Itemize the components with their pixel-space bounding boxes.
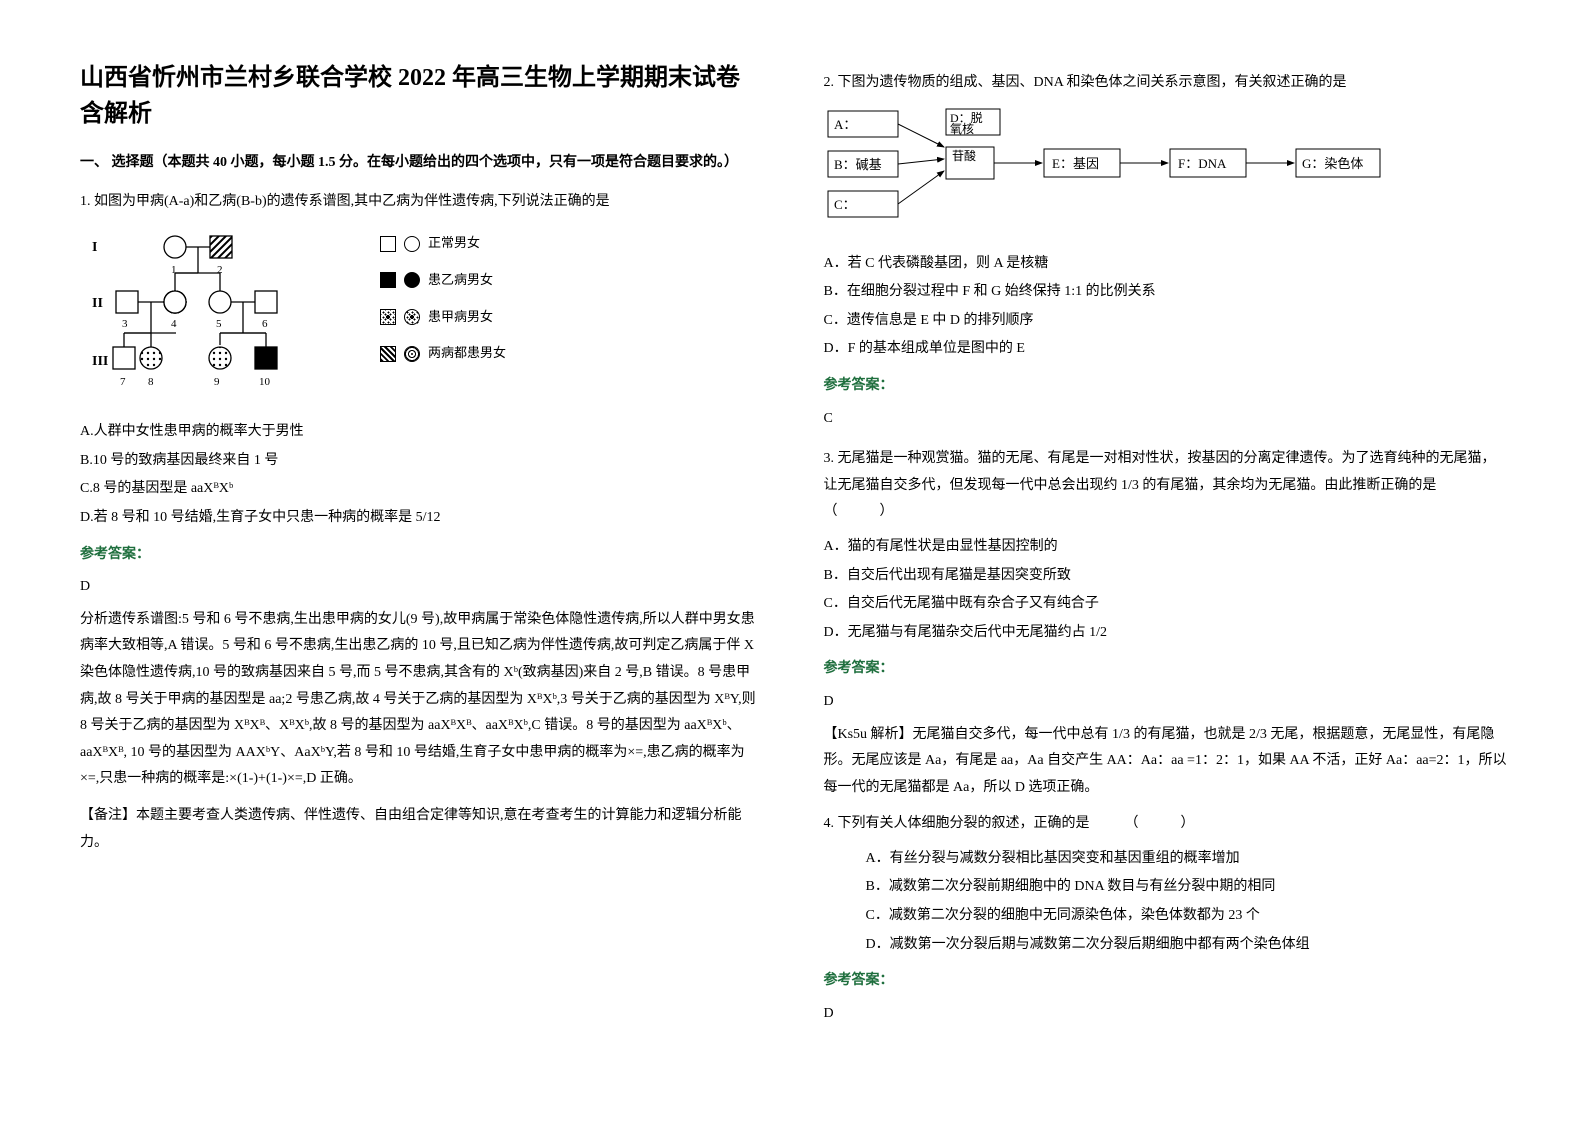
q4-stem: 4. 下列有关人体细胞分裂的叙述，正确的是 （ ） <box>824 811 1508 838</box>
q3-answer-label: 参考答案： <box>824 656 1508 683</box>
svg-text:8: 8 <box>148 376 154 388</box>
right-column: 2. 下图为遗传物质的组成、基因、DNA 和染色体之间关系示意图，有关叙述正确的… <box>824 60 1508 1062</box>
svg-text:9: 9 <box>214 376 220 388</box>
pedigree-svg: I 1 2 II <box>80 225 340 405</box>
svg-text:F：DNA: F：DNA <box>1178 156 1227 171</box>
legend-circle-dot-icon <box>404 309 420 325</box>
svg-text:II: II <box>92 296 103 311</box>
q2-answer-label: 参考答案： <box>824 373 1508 400</box>
q3-answer: D <box>824 689 1508 716</box>
svg-text:A：: A： <box>834 117 856 132</box>
svg-text:G：染色体: G：染色体 <box>1302 156 1363 171</box>
legend-square-fill-icon <box>380 272 396 288</box>
q1-figure: I 1 2 II <box>80 225 764 405</box>
q1-note: 【备注】本题主要考查人类遗传病、伴性遗传、自由组合定律等知识,意在考查考生的计算… <box>80 803 764 856</box>
legend-square-open-icon <box>380 236 396 252</box>
gen-label-1: I <box>92 240 97 255</box>
svg-text:4: 4 <box>171 318 177 330</box>
q4-answer-label: 参考答案： <box>824 968 1508 995</box>
q1-opt-b: B.10 号的致病基因最终来自 1 号 <box>80 448 764 475</box>
legend-row: 患甲病男女 <box>380 305 506 330</box>
svg-text:C：: C： <box>834 197 856 212</box>
q1-answer: D <box>80 574 764 601</box>
legend-row: 正常男女 <box>380 231 506 256</box>
svg-text:E：基因: E：基因 <box>1052 156 1099 171</box>
q2-opt-b: B．在细胞分裂过程中 F 和 G 始终保持 1:1 的比例关系 <box>824 279 1508 306</box>
legend-label: 患乙病男女 <box>428 268 493 293</box>
svg-text:1: 1 <box>171 264 177 276</box>
svg-text:10: 10 <box>259 376 271 388</box>
q2-opt-d: D．F 的基本组成单位是图中的 E <box>824 336 1508 363</box>
svg-text:6: 6 <box>262 318 268 330</box>
q3-stem: 3. 无尾猫是一种观赏猫。猫的无尾、有尾是一对相对性状，按基因的分离定律遗传。为… <box>824 446 1508 526</box>
svg-text:7: 7 <box>120 376 126 388</box>
legend-label: 正常男女 <box>428 231 480 256</box>
section-1-head: 一、 选择题（本题共 40 小题，每小题 1.5 分。在每小题给出的四个选项中，… <box>80 150 764 177</box>
q1-analysis: 分析遗传系谱图:5 号和 6 号不患病,生出患甲病的女儿(9 号),故甲病属于常… <box>80 607 764 793</box>
legend-circle-swirl-icon <box>404 346 420 362</box>
svg-text:3: 3 <box>122 318 128 330</box>
left-column: 山西省忻州市兰村乡联合学校 2022 年高三生物上学期期末试卷含解析 一、 选择… <box>80 60 764 1062</box>
q2-opt-c: C．遗传信息是 E 中 D 的排列顺序 <box>824 308 1508 335</box>
q1-opt-c: C.8 号的基因型是 aaXᴮXᵇ <box>80 476 764 503</box>
q1-stem: 1. 如图为甲病(A-a)和乙病(B-b)的遗传系谱图,其中乙病为伴性遗传病,下… <box>80 189 764 216</box>
q4-answer: D <box>824 1001 1508 1028</box>
q2-answer: C <box>824 406 1508 433</box>
q2-stem: 2. 下图为遗传物质的组成、基因、DNA 和染色体之间关系示意图，有关叙述正确的… <box>824 70 1508 97</box>
q4-opt-a: A．有丝分裂与减数分裂相比基因突变和基因重组的概率增加 <box>824 846 1508 873</box>
q3-opt-c: C．自交后代无尾猫中既有杂合子又有纯合子 <box>824 591 1508 618</box>
q1-opt-a: A.人群中女性患甲病的概率大于男性 <box>80 419 764 446</box>
q4-options: A．有丝分裂与减数分裂相比基因突变和基因重组的概率增加 B．减数第二次分裂前期细… <box>824 846 1508 958</box>
q3-opt-a: A．猫的有尾性状是由显性基因控制的 <box>824 534 1508 561</box>
q2-figure: A： B：碱基 C： D：脱 氧核 苷酸 E：基因 F：DNA G <box>824 107 1508 237</box>
q1-opt-d: D.若 8 号和 10 号结婚,生育子女中只患一种病的概率是 5/12 <box>80 505 764 532</box>
pedigree-legend: 正常男女 患乙病男女 患甲病男女 两病都患男女 <box>380 225 506 366</box>
svg-text:III: III <box>92 354 108 369</box>
svg-text:氧核: 氧核 <box>950 122 974 136</box>
q3-opt-b: B．自交后代出现有尾猫是基因突变所致 <box>824 563 1508 590</box>
legend-label: 患甲病男女 <box>428 305 493 330</box>
q3-analysis: 【Ks5u 解析】无尾猫自交多代，每一代中总有 1/3 的有尾猫，也就是 2/3… <box>824 722 1508 802</box>
concept-svg: A： B：碱基 C： D：脱 氧核 苷酸 E：基因 F：DNA G <box>824 107 1384 237</box>
legend-square-dot-icon <box>380 309 396 325</box>
page-title: 山西省忻州市兰村乡联合学校 2022 年高三生物上学期期末试卷含解析 <box>80 60 764 132</box>
q4-opt-b: B．减数第二次分裂前期细胞中的 DNA 数目与有丝分裂中期的相同 <box>824 874 1508 901</box>
svg-text:苷酸: 苷酸 <box>952 148 976 163</box>
legend-row: 两病都患男女 <box>380 341 506 366</box>
legend-square-hatch-icon <box>380 346 396 362</box>
legend-row: 患乙病男女 <box>380 268 506 293</box>
q4-opt-d: D．减数第一次分裂后期与减数第二次分裂后期细胞中都有两个染色体组 <box>824 932 1508 959</box>
q1-answer-label: 参考答案： <box>80 542 764 569</box>
pedigree-diagram: I 1 2 II <box>80 225 340 405</box>
svg-text:B：碱基: B：碱基 <box>834 157 882 172</box>
q3-opt-d: D．无尾猫与有尾猫杂交后代中无尾猫约占 1/2 <box>824 620 1508 647</box>
q4-opt-c: C．减数第二次分裂的细胞中无同源染色体，染色体数都为 23 个 <box>824 903 1508 930</box>
legend-circle-fill-icon <box>404 272 420 288</box>
legend-circle-open-icon <box>404 236 420 252</box>
q2-opt-a: A．若 C 代表磷酸基团，则 A 是核糖 <box>824 251 1508 278</box>
legend-label: 两病都患男女 <box>428 341 506 366</box>
svg-text:5: 5 <box>216 318 222 330</box>
